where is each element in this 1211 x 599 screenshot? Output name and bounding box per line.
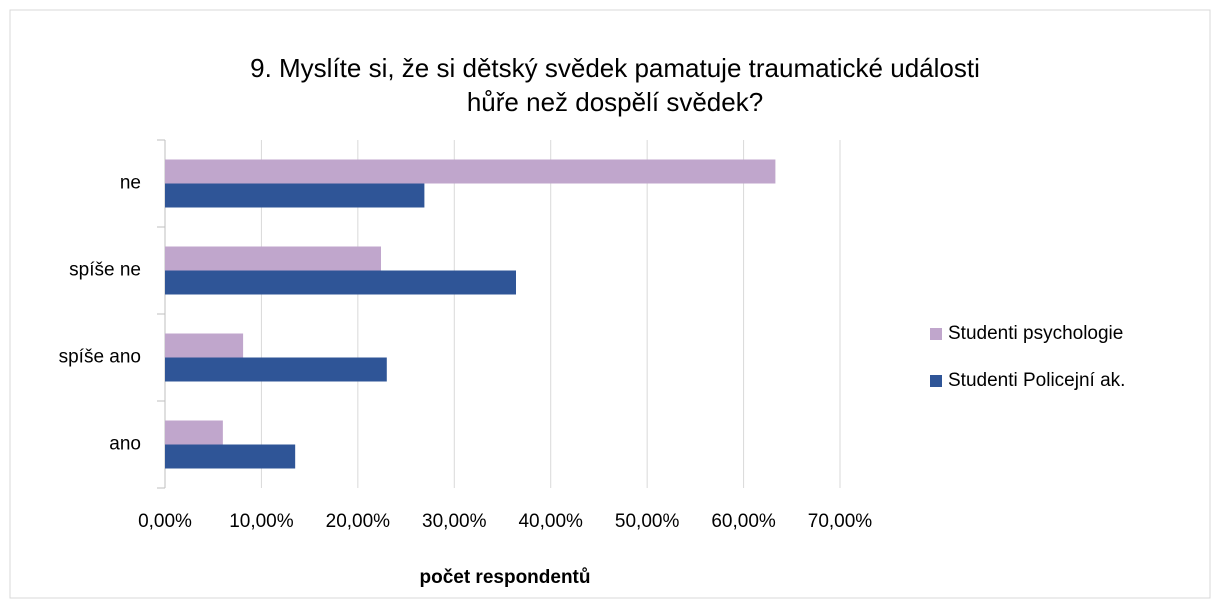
legend-swatch [930, 328, 942, 340]
bar [165, 333, 244, 358]
x-tick-label: 70,00% [808, 511, 873, 532]
bar [165, 183, 425, 208]
chart-title: 9. Myslíte si, že si dětský svědek pamat… [250, 53, 980, 83]
bar [165, 357, 387, 382]
bar [165, 159, 776, 184]
chart-title: hůře než dospělí svědek? [467, 87, 763, 117]
x-tick-label: 60,00% [711, 511, 776, 532]
x-tick-label: 30,00% [422, 511, 487, 532]
x-tick-label: 40,00% [518, 511, 583, 532]
legend-swatch [930, 375, 942, 387]
legend-label: Studenti Policejní ak. [948, 370, 1125, 391]
bar [165, 270, 516, 295]
y-tick-label: ne [120, 173, 141, 194]
chart-area [9, 9, 1211, 599]
legend-label: Studenti psychologie [948, 323, 1123, 344]
x-tick-label: 20,00% [326, 511, 391, 532]
y-tick-label: spíše ano [59, 347, 141, 368]
y-tick-label: ano [109, 434, 141, 455]
bar [165, 420, 223, 445]
bar [165, 444, 296, 469]
bar [165, 246, 381, 271]
x-tick-label: 10,00% [229, 511, 294, 532]
y-tick-label: spíše ne [69, 260, 141, 281]
x-tick-label: 50,00% [615, 511, 680, 532]
x-tick-label: 0,00% [138, 511, 192, 532]
x-axis-label: počet respondentů [419, 567, 590, 588]
